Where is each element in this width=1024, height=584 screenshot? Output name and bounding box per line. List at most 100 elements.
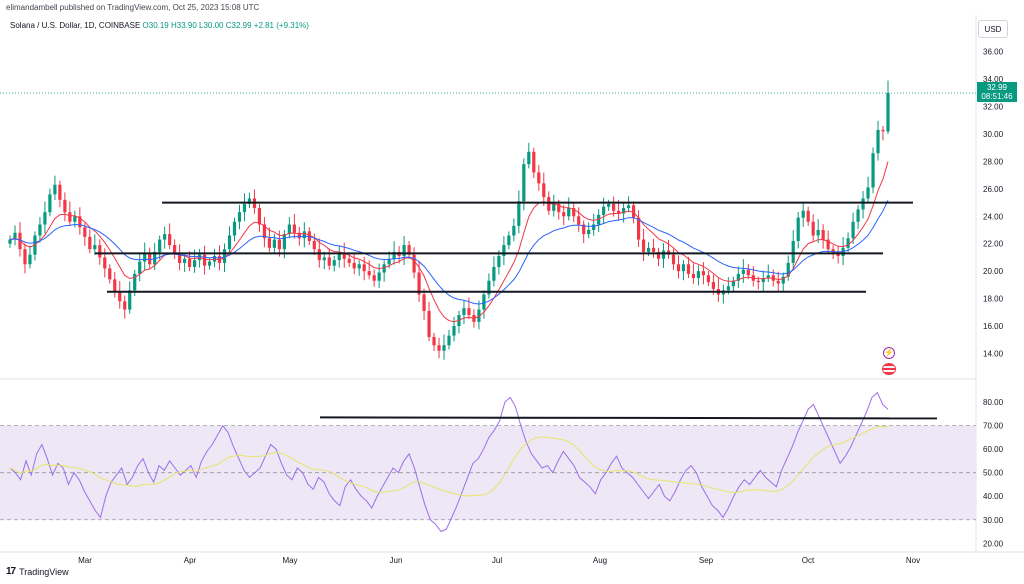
candle-body (532, 151, 536, 173)
candle-body (492, 267, 496, 281)
rsi-ma-line (9, 425, 889, 497)
rsi-tick-label: 20.00 (983, 539, 1004, 548)
candle-body (626, 205, 631, 209)
candle-body (866, 187, 870, 199)
candle-body (93, 245, 97, 250)
candle-body (38, 224, 42, 236)
candle-body (297, 232, 301, 239)
candle-body (582, 224, 586, 235)
candle-body (242, 203, 247, 213)
candle-body (148, 253, 152, 265)
candle-body (726, 286, 730, 291)
price-tick-label: 34.00 (983, 75, 1004, 84)
candle-body (497, 256, 501, 268)
candle-body (517, 201, 521, 226)
candle-body (846, 238, 850, 248)
last-price-badge: 32.99 08:51:46 (977, 82, 1017, 102)
candle-body (387, 258, 391, 265)
candle-body (696, 271, 701, 278)
candle-body (641, 239, 646, 252)
candle-body (572, 208, 576, 217)
candle-body (482, 294, 486, 310)
candle-body (681, 264, 686, 272)
last-price-value: 32.99 (986, 83, 1008, 92)
candle-body (128, 290, 132, 310)
rsi-tick-label: 40.00 (983, 492, 1004, 501)
candle-body (791, 240, 795, 263)
candle-body (836, 253, 840, 257)
candle-body (592, 224, 596, 230)
rsi-tick-label: 70.00 (983, 422, 1004, 431)
candle-body (83, 227, 87, 237)
candle-body (507, 235, 511, 246)
price-tick-label: 28.00 (983, 157, 1004, 166)
candle-body (73, 216, 77, 222)
lightning-icon[interactable]: ⚡ (883, 347, 895, 359)
candle-body (602, 206, 606, 215)
candle-body (636, 217, 641, 240)
tradingview-footer: 17 TradingView (6, 566, 69, 577)
price-tick-label: 36.00 (983, 48, 1004, 57)
candle-body (402, 245, 406, 257)
currency-selector[interactable]: USD (978, 20, 1008, 38)
candle-body (237, 212, 242, 222)
rsi-tick-label: 80.00 (983, 398, 1004, 407)
candle-body (103, 257, 107, 269)
candle-body (656, 251, 661, 259)
candle-body (58, 184, 62, 200)
ohlc-low: L30.00 (199, 21, 224, 30)
candle-body (347, 258, 351, 263)
candle-body (452, 326, 456, 336)
symbol-name[interactable]: Solana / U.S. Dollar, 1D, COINBASE (10, 21, 141, 30)
candle-body (28, 254, 32, 265)
candle-body (302, 231, 306, 239)
candle-body (232, 221, 237, 236)
time-tick-label: May (282, 556, 297, 565)
candle-body (612, 203, 616, 211)
candle-body (741, 269, 745, 274)
price-tick-label: 16.00 (983, 322, 1004, 331)
price-tick-label: 14.00 (983, 349, 1004, 358)
price-tick-label: 26.00 (983, 185, 1004, 194)
candle-body (222, 249, 227, 263)
bar-countdown: 08:51:46 (981, 92, 1013, 101)
candle-body (332, 260, 336, 266)
candle-body (138, 261, 142, 274)
candle-body (477, 309, 481, 322)
candle-body (587, 230, 591, 235)
time-tick-label: Jun (390, 556, 403, 565)
candle-body (786, 262, 790, 277)
candle-body (357, 264, 361, 269)
time-tick-label: Apr (184, 556, 197, 565)
candle-body (811, 221, 815, 236)
candle-body (661, 250, 666, 259)
candle-body (876, 129, 880, 154)
candle-body (622, 208, 626, 214)
candle-body (377, 272, 381, 281)
candle-body (272, 239, 276, 248)
candle-body (173, 245, 177, 254)
candle-body (761, 278, 765, 283)
candle-body (756, 280, 760, 283)
candle-body (53, 184, 57, 195)
candle-body (542, 183, 546, 198)
candle-body (262, 224, 267, 239)
ohlc-high: H33.90 (171, 21, 197, 30)
us-flag-icon[interactable] (882, 363, 896, 375)
candle-body (422, 294, 426, 311)
candle-body (322, 257, 326, 261)
candle-body (108, 268, 112, 280)
candle-body (557, 203, 561, 213)
candle-body (362, 264, 366, 272)
price-tick-label: 30.00 (983, 130, 1004, 139)
candle-body (801, 210, 805, 218)
candle-body (133, 273, 137, 291)
time-tick-label: Sep (699, 556, 714, 565)
candles (8, 80, 890, 360)
candle-body (577, 216, 581, 225)
candle-body (88, 236, 92, 250)
candle-body (522, 164, 526, 202)
candle-body (312, 240, 316, 250)
candle-body (442, 345, 446, 351)
